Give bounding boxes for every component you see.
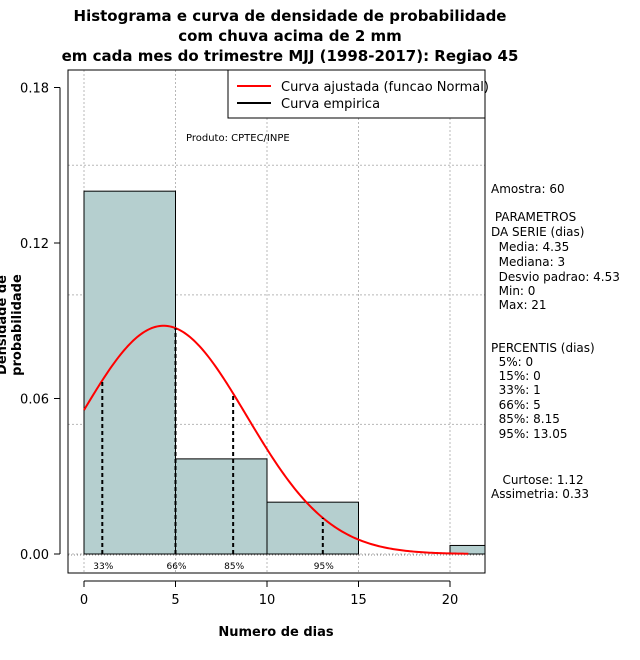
x-tick-label-3: 15 — [350, 593, 367, 608]
assimetria: Assimetria: 0.33 — [491, 487, 590, 501]
param-max: Max: 21 — [491, 298, 547, 312]
percentile-label-3: 95% — [314, 562, 334, 572]
legend-empirical-label: Curva empirica — [281, 97, 380, 112]
percentil-15: 15%: 0 — [491, 369, 541, 383]
y-axis-label: Densidade de probabilidade — [0, 274, 25, 376]
chart-title-line-2: com chuva acima de 2 mm — [178, 27, 402, 45]
histogram-bar-0 — [83, 190, 176, 555]
x-axis-label: Numero de dias — [218, 625, 334, 640]
x-tick-label-2: 10 — [259, 593, 276, 608]
histogram-bar-4 — [449, 544, 485, 555]
y-tick-label-0: 0.00 — [20, 548, 49, 563]
histogram-bar-1 — [175, 458, 268, 555]
percentile-label-0: 33% — [93, 562, 113, 572]
percentis-header: PERCENTIS (dias) — [491, 341, 595, 355]
param-desvio: Desvio padrao: 4.53 — [491, 270, 620, 284]
x-tick-label-1: 5 — [171, 593, 179, 608]
param-min: Min: 0 — [491, 284, 536, 298]
params-header-1: PARAMETROS — [491, 210, 577, 224]
percentil-33: 33%: 1 — [491, 383, 541, 397]
x-tick-label-0: 0 — [80, 593, 88, 608]
param-mediana: Mediana: 3 — [491, 255, 566, 269]
bars-group — [83, 190, 485, 555]
percentile-label-1: 66% — [166, 562, 186, 572]
chart-title-line-3: em cada mes do trimestre MJJ (1998-2017)… — [61, 47, 519, 65]
normal-fit-curve — [83, 324, 469, 555]
percentile-label-2: 85% — [224, 562, 244, 572]
legend-normal-label: Curva ajustada (funcao Normal) — [281, 80, 489, 95]
chart-title-line-1: Histograma e curva de densidade de proba… — [73, 7, 507, 25]
sample-size: Amostra: 60 — [491, 182, 565, 196]
histogram-bar-2 — [266, 501, 359, 555]
x-tick-label-4: 20 — [442, 593, 459, 608]
y-tick-label-3: 0.18 — [20, 82, 49, 97]
percentil-66: 66%: 5 — [491, 398, 541, 412]
product-note: Produto: CPTEC/INPE — [186, 133, 290, 144]
y-tick-label-1: 0.06 — [20, 393, 49, 408]
y-tick-label-2: 0.12 — [20, 237, 49, 252]
percentil-95: 95%: 13.05 — [491, 427, 568, 441]
percentil-85: 85%: 8.15 — [491, 412, 560, 426]
params-header-2: DA SERIE (dias) — [491, 225, 585, 239]
legend-box — [227, 69, 486, 119]
curtose: Curtose: 1.12 — [491, 473, 584, 487]
percentil-5: 5%: 0 — [491, 355, 534, 369]
param-media: Media: 4.35 — [491, 240, 570, 254]
